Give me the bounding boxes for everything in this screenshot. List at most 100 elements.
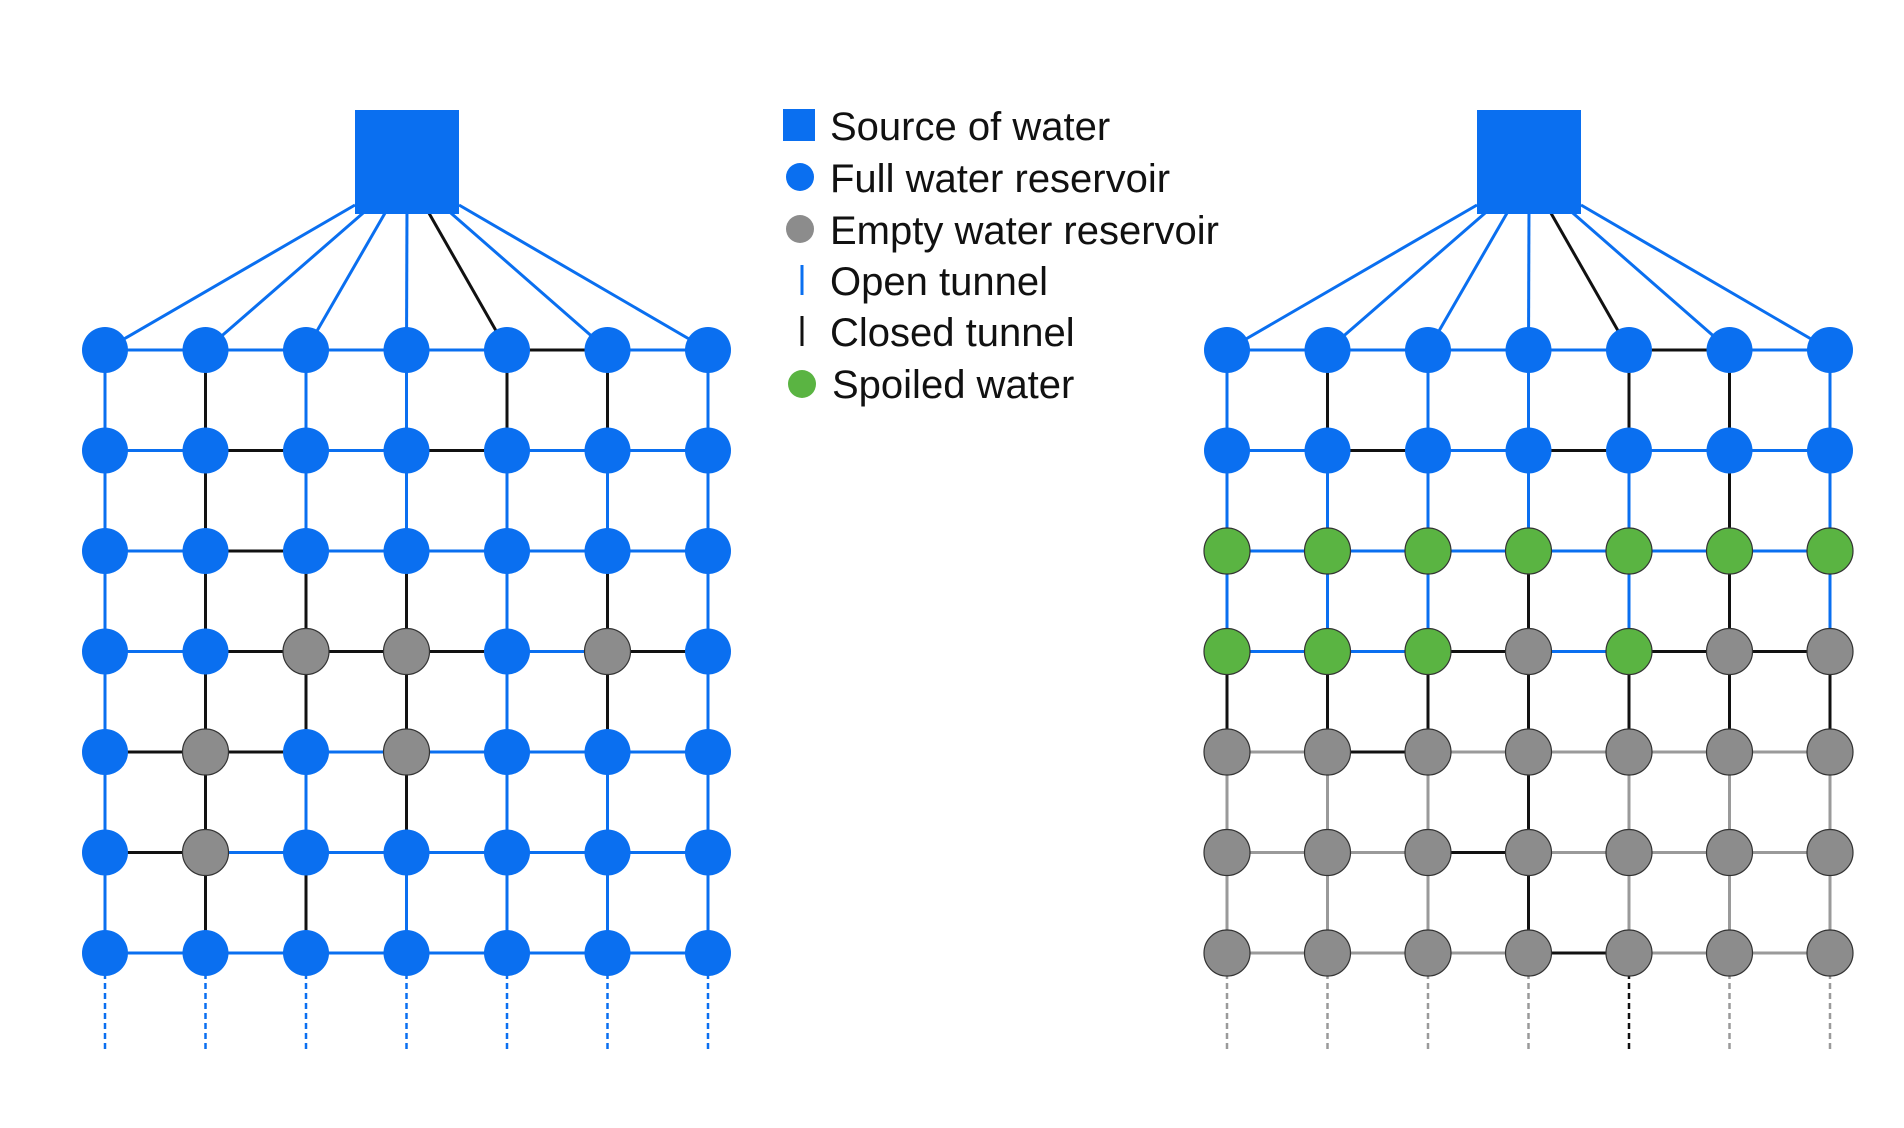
reservoir-node <box>584 930 631 976</box>
source-tunnel <box>423 204 509 351</box>
legend-full-reservoir-icon <box>786 163 814 191</box>
reservoir-node <box>685 427 731 474</box>
reservoir-node <box>283 327 329 373</box>
reservoir-node <box>484 427 530 474</box>
reservoir-node <box>1303 828 1352 877</box>
reservoir-node <box>1605 728 1653 776</box>
right-network <box>1203 110 1854 1052</box>
reservoir-node <box>1807 327 1853 373</box>
reservoir-node <box>1806 527 1854 575</box>
reservoir-node <box>282 627 330 676</box>
source-tunnel <box>1545 204 1631 351</box>
water-source-square <box>1477 110 1581 214</box>
reservoir-node <box>1807 427 1853 474</box>
reservoir-node <box>484 829 530 876</box>
legend-spoiled-water-icon <box>788 370 816 398</box>
reservoir-node <box>1303 728 1352 776</box>
reservoir-node <box>583 627 632 676</box>
legend-label-spoiled: Spoiled water <box>832 363 1074 407</box>
reservoir-node <box>382 728 431 776</box>
reservoir-node <box>1404 929 1452 977</box>
reservoir-node <box>383 528 430 574</box>
reservoir-node <box>1505 427 1552 474</box>
reservoir-node <box>1304 427 1351 474</box>
reservoir-node <box>283 829 329 876</box>
source-tunnel <box>1226 203 1478 352</box>
reservoir-node <box>1605 828 1653 877</box>
source-tunnel <box>204 203 374 352</box>
reservoir-node <box>283 930 329 976</box>
reservoir-node <box>1504 828 1553 877</box>
reservoir-node <box>383 829 430 876</box>
reservoir-node <box>82 829 128 876</box>
reservoir-node <box>182 427 229 474</box>
reservoir-node <box>181 828 230 877</box>
reservoir-node <box>1303 527 1352 575</box>
reservoir-node <box>1505 327 1552 373</box>
reservoir-node <box>182 528 229 574</box>
source-tunnel <box>405 204 409 351</box>
reservoir-node <box>1504 627 1553 676</box>
reservoir-node <box>484 528 530 574</box>
left-network <box>82 110 731 1052</box>
reservoir-node <box>1304 327 1351 373</box>
reservoir-node <box>283 427 329 474</box>
reservoir-node <box>1303 929 1352 977</box>
reservoir-node <box>182 327 229 373</box>
reservoir-node <box>1504 527 1553 575</box>
reservoir-node <box>1504 728 1553 776</box>
source-tunnel <box>1426 204 1513 351</box>
legend-label-empty: Empty water reservoir <box>830 209 1219 253</box>
reservoir-node <box>685 327 731 373</box>
reservoir-node <box>1606 327 1652 373</box>
reservoir-node <box>1806 627 1854 676</box>
legend-label-source: Source of water <box>830 105 1110 149</box>
reservoir-node <box>484 930 530 976</box>
source-tunnel <box>440 203 609 352</box>
reservoir-node <box>1203 627 1251 676</box>
reservoir-node <box>685 930 731 976</box>
reservoir-node <box>1203 828 1251 877</box>
source-tunnel <box>1326 203 1496 352</box>
reservoir-node <box>685 628 731 675</box>
reservoir-node <box>382 627 431 676</box>
reservoir-node <box>1204 327 1250 373</box>
reservoir-node <box>1706 327 1753 373</box>
reservoir-node <box>484 628 530 675</box>
reservoir-node <box>82 327 128 373</box>
legend-label-full: Full water reservoir <box>830 157 1170 201</box>
legend-empty-reservoir-icon <box>786 215 814 243</box>
reservoir-node <box>584 327 631 373</box>
reservoir-node <box>1806 828 1854 877</box>
reservoir-node <box>1605 627 1653 676</box>
reservoir-node <box>1404 728 1452 776</box>
source-tunnel <box>1527 204 1531 351</box>
reservoir-node <box>383 327 430 373</box>
reservoir-node <box>1806 929 1854 977</box>
reservoir-node <box>685 528 731 574</box>
reservoir-node <box>82 528 128 574</box>
reservoir-node <box>283 729 329 775</box>
reservoir-node <box>1405 327 1451 373</box>
reservoir-node <box>82 628 128 675</box>
legend-source-square-icon <box>783 109 815 141</box>
source-tunnel <box>1580 203 1831 352</box>
reservoir-node <box>584 427 631 474</box>
reservoir-node <box>584 528 631 574</box>
source-tunnel <box>458 203 709 352</box>
source-tunnel <box>1562 203 1731 352</box>
legend-label-open: Open tunnel <box>830 260 1048 304</box>
reservoir-node <box>283 528 329 574</box>
reservoir-node <box>182 628 229 675</box>
reservoir-node <box>1705 929 1754 977</box>
legend-label-closed: Closed tunnel <box>830 311 1075 355</box>
reservoir-node <box>1605 929 1653 977</box>
reservoir-node <box>181 728 230 776</box>
reservoir-node <box>584 829 631 876</box>
reservoir-node <box>1606 427 1652 474</box>
reservoir-node <box>1404 828 1452 877</box>
reservoir-node <box>1303 627 1352 676</box>
reservoir-node <box>1806 728 1854 776</box>
reservoir-node <box>584 729 631 775</box>
